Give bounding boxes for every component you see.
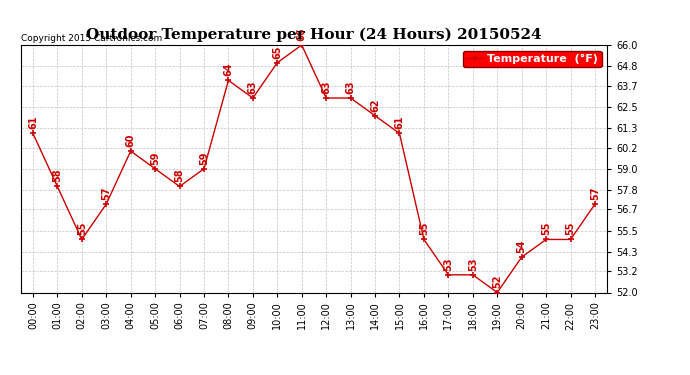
Text: 53: 53 [444, 257, 453, 271]
Temperature  (°F) [224, 78, 233, 82]
Temperature  (°F) [518, 255, 526, 260]
Text: 59: 59 [199, 151, 209, 165]
Text: 60: 60 [126, 134, 136, 147]
Temperature  (°F) [493, 290, 502, 295]
Text: 62: 62 [370, 98, 380, 111]
Text: 63: 63 [346, 80, 355, 94]
Line: Temperature  (°F): Temperature (°F) [30, 42, 598, 295]
Temperature  (°F) [151, 166, 159, 171]
Temperature  (°F) [78, 237, 86, 242]
Temperature  (°F) [175, 184, 184, 189]
Text: 54: 54 [517, 240, 526, 253]
Text: 55: 55 [419, 222, 429, 235]
Text: 65: 65 [273, 45, 282, 58]
Temperature  (°F) [591, 202, 599, 206]
Text: 58: 58 [175, 169, 184, 182]
Text: 57: 57 [101, 186, 111, 200]
Text: Copyright 2015 Cartronics.com: Copyright 2015 Cartronics.com [21, 33, 162, 42]
Temperature  (°F) [322, 96, 331, 100]
Text: 53: 53 [468, 257, 477, 271]
Temperature  (°F) [469, 273, 477, 277]
Text: 63: 63 [321, 80, 331, 94]
Text: 58: 58 [52, 169, 62, 182]
Temperature  (°F) [273, 60, 282, 65]
Temperature  (°F) [248, 96, 257, 100]
Text: 55: 55 [77, 222, 87, 235]
Temperature  (°F) [395, 131, 404, 136]
Temperature  (°F) [200, 166, 208, 171]
Legend: Temperature  (°F): Temperature (°F) [463, 51, 602, 67]
Text: 55: 55 [566, 222, 575, 235]
Temperature  (°F) [297, 43, 306, 47]
Temperature  (°F) [126, 149, 135, 153]
Text: 64: 64 [224, 63, 233, 76]
Text: 59: 59 [150, 151, 160, 165]
Temperature  (°F) [420, 237, 428, 242]
Text: 52: 52 [492, 275, 502, 288]
Text: 57: 57 [590, 186, 600, 200]
Temperature  (°F) [53, 184, 61, 189]
Temperature  (°F) [566, 237, 575, 242]
Title: Outdoor Temperature per Hour (24 Hours) 20150524: Outdoor Temperature per Hour (24 Hours) … [86, 28, 542, 42]
Text: 66: 66 [297, 27, 307, 41]
Temperature  (°F) [102, 202, 110, 206]
Temperature  (°F) [444, 273, 453, 277]
Text: 61: 61 [395, 116, 404, 129]
Temperature  (°F) [29, 131, 37, 136]
Text: 61: 61 [28, 116, 38, 129]
Text: 63: 63 [248, 80, 258, 94]
Temperature  (°F) [371, 114, 380, 118]
Text: 55: 55 [541, 222, 551, 235]
Temperature  (°F) [346, 96, 355, 100]
Temperature  (°F) [542, 237, 550, 242]
